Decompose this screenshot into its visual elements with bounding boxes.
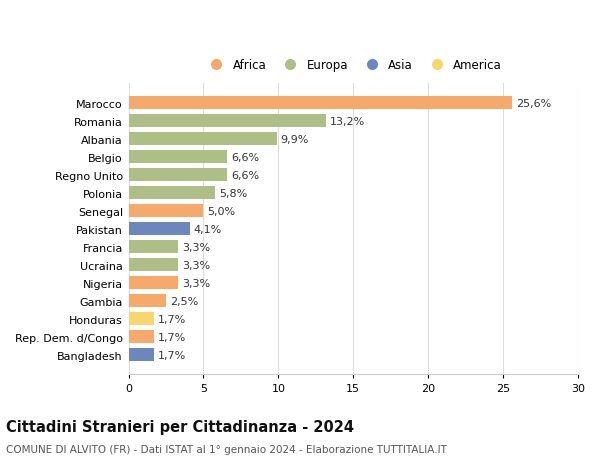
Bar [128,151,227,164]
Bar [128,258,178,271]
Bar [128,223,190,235]
Text: 1,7%: 1,7% [158,350,186,360]
Text: 4,1%: 4,1% [194,224,222,234]
Bar [128,205,203,218]
Text: 1,7%: 1,7% [158,314,186,324]
Bar [128,97,512,110]
Text: 3,3%: 3,3% [182,278,210,288]
Text: 9,9%: 9,9% [281,134,309,144]
Bar [128,313,154,325]
Bar [128,348,154,361]
Text: Cittadini Stranieri per Cittadinanza - 2024: Cittadini Stranieri per Cittadinanza - 2… [6,419,354,434]
Bar [128,295,166,308]
Text: 25,6%: 25,6% [516,98,551,108]
Bar [128,276,178,290]
Bar [128,241,178,253]
Legend: Africa, Europa, Asia, America: Africa, Europa, Asia, America [200,55,507,77]
Text: 1,7%: 1,7% [158,332,186,342]
Text: 2,5%: 2,5% [170,296,198,306]
Text: 6,6%: 6,6% [231,152,259,162]
Bar [128,330,154,343]
Text: 3,3%: 3,3% [182,260,210,270]
Bar [128,169,227,182]
Text: 13,2%: 13,2% [330,116,365,126]
Text: 3,3%: 3,3% [182,242,210,252]
Text: 6,6%: 6,6% [231,170,259,180]
Bar [128,133,277,146]
Bar [128,187,215,200]
Text: 5,0%: 5,0% [207,206,235,216]
Text: 5,8%: 5,8% [219,188,247,198]
Text: COMUNE DI ALVITO (FR) - Dati ISTAT al 1° gennaio 2024 - Elaborazione TUTTITALIA.: COMUNE DI ALVITO (FR) - Dati ISTAT al 1°… [6,444,447,454]
Bar [128,115,326,128]
